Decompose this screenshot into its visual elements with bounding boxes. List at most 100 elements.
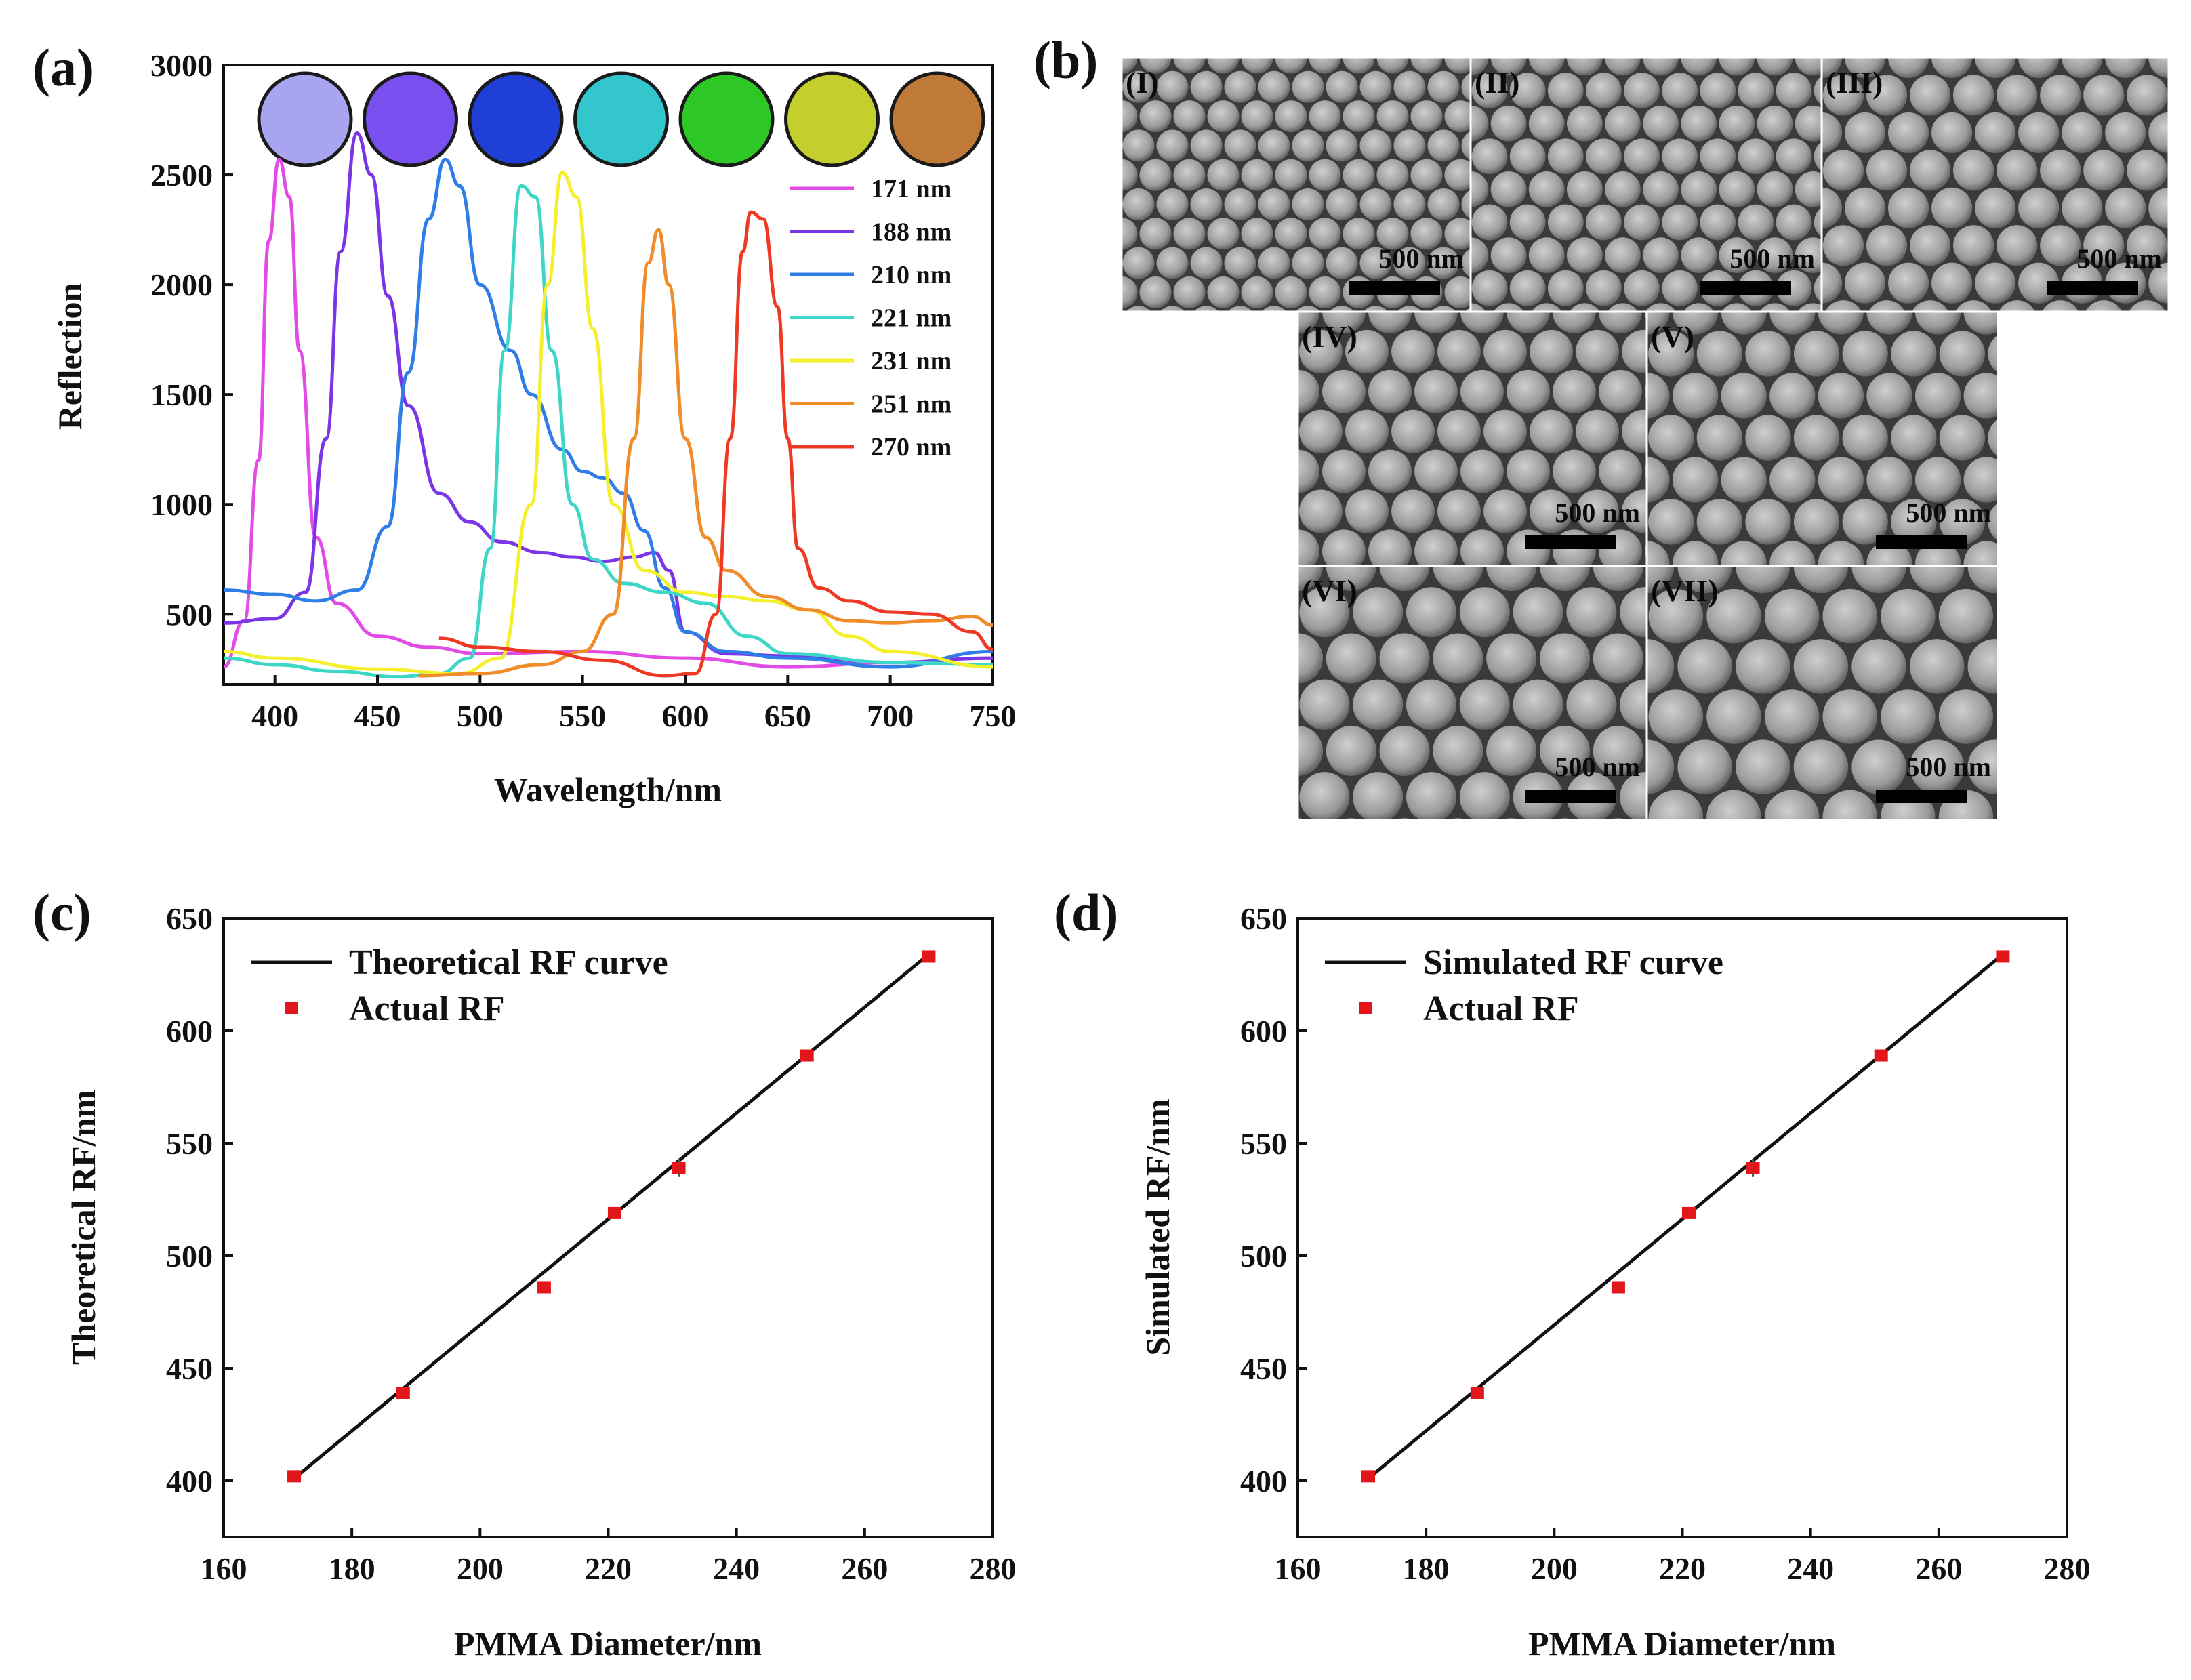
- sem-sphere: [1719, 58, 1755, 76]
- sem-sphere: [1253, 410, 1296, 453]
- sem-sphere: [1376, 159, 1409, 191]
- sem-sphere: [1822, 790, 1877, 820]
- sem-sphere: [1793, 566, 1849, 594]
- sem-sphere: [1275, 159, 1307, 191]
- sem-sphere: [1156, 247, 1189, 279]
- legend-label: Theoretical RF curve: [349, 943, 668, 982]
- sem-sphere: [1427, 247, 1460, 279]
- sem-sphere: [1459, 679, 1510, 730]
- sem-sphere: [1427, 188, 1460, 220]
- sem-sphere: [1745, 331, 1791, 377]
- x-tick-label: 600: [662, 699, 709, 733]
- sem-sphere: [1887, 58, 1929, 79]
- sem-spheres: [1780, 0, 2169, 312]
- sem-sphere: [1868, 300, 1906, 312]
- sem-sphere: [1406, 587, 1457, 638]
- sem-sphere: [1258, 188, 1290, 220]
- sem-sphere: [2018, 58, 2060, 79]
- spectrum-line-251-nm: [418, 228, 993, 678]
- data-point: [672, 1162, 686, 1174]
- sem-sphere: [1530, 409, 1573, 453]
- sem-sphere: [1593, 566, 1643, 592]
- sem-sphere: [1241, 100, 1273, 133]
- sem-sphere: [1738, 138, 1774, 175]
- sem-sphere: [1246, 680, 1296, 730]
- sem-sphere: [1721, 457, 1767, 503]
- sem-sphere: [1599, 449, 1642, 493]
- sem-sphere: [1672, 457, 1719, 503]
- sem-sphere: [1490, 105, 1527, 142]
- y-tick-label: 500: [1240, 1239, 1287, 1273]
- y-tick-label: 400: [166, 1464, 213, 1498]
- sem-sphere: [1089, 188, 1121, 220]
- sem-sphere: [1953, 150, 1994, 191]
- sem-sphere: [1261, 306, 1287, 312]
- sem-sphere: [1975, 187, 2016, 228]
- sem-image-grid: (I) 500 nm (II) 500 nm (III) 500 nm (IV) 500 nm…: [1072, 0, 2170, 895]
- sem-sphere: [1795, 58, 1822, 76]
- panel-d-y-title: Simulated RF/nm: [1139, 1099, 1176, 1355]
- sem-sphere: [1414, 312, 1458, 333]
- sem-scale-text: 500 nm: [1729, 243, 1815, 274]
- sem-sphere: [1275, 58, 1307, 74]
- sem-image: (VII) 500 nm: [1561, 539, 2081, 895]
- x-tick-label: 650: [764, 699, 811, 733]
- sem-sphere: [1706, 689, 1761, 744]
- sem-sphere: [1997, 709, 1998, 724]
- sem-sphere: [1329, 306, 1355, 312]
- sem-sphere: [1553, 369, 1596, 413]
- spectrum-line-210-nm: [224, 157, 993, 669]
- data-point: [1746, 1162, 1760, 1174]
- sem-sphere: [1173, 58, 1206, 74]
- sem-sphere: [1769, 541, 1816, 566]
- sem-sphere: [1471, 270, 1508, 306]
- sem-image: (VI) 500 nm: [1246, 565, 1648, 821]
- sem-sphere: [1780, 0, 1820, 41]
- sem-sphere: [1609, 818, 1628, 820]
- color-photo-swatch: [678, 71, 775, 167]
- sem-sphere: [1745, 499, 1791, 545]
- sem-sphere: [1309, 100, 1341, 133]
- sem-sphere: [1797, 303, 1822, 312]
- sem-sphere: [2040, 150, 2081, 191]
- sem-sphere: [1444, 218, 1471, 250]
- y-tick-label: 3000: [150, 48, 213, 83]
- color-photo-swatch: [573, 71, 669, 167]
- sem-sphere: [1677, 566, 1732, 594]
- sem-sphere: [1814, 142, 1822, 171]
- x-tick-label: 400: [251, 699, 298, 733]
- sem-sphere: [1866, 150, 1908, 191]
- sem-sphere: [1343, 159, 1375, 191]
- sem-sphere: [2083, 225, 2125, 266]
- sem-sphere: [1569, 303, 1600, 312]
- sem-sphere: [1326, 12, 1358, 44]
- sem-sphere: [1496, 12, 1528, 44]
- y-tick-label: 550: [1240, 1126, 1287, 1161]
- panel-d-plot: 160 180 200 220 240 260 280 400 450 500 550 600 650 S…: [1240, 901, 2091, 1586]
- sem-sphere: [1156, 188, 1189, 220]
- sem-sphere: [1566, 587, 1617, 638]
- sem-sphere: [1326, 247, 1358, 279]
- x-tick-label: 180: [1403, 1551, 1450, 1586]
- sem-sphere: [1292, 247, 1324, 279]
- sem-sphere: [1851, 566, 1906, 594]
- sem-sphere: [1295, 306, 1321, 312]
- sem-sphere: [1887, 262, 1929, 304]
- sem-sphere: [1490, 237, 1527, 273]
- panel-c-y-title: Theoretical RF/nm: [64, 1090, 102, 1365]
- sem-sphere: [1822, 225, 1864, 266]
- sem-sphere: [2148, 262, 2169, 304]
- sem-sphere: [1072, 100, 1104, 132]
- sem-sphere: [2026, 539, 2081, 594]
- panel-c-plot: 160 180 200 220 240 260 280 400 450 500 550 600 650 T…: [166, 901, 1017, 1586]
- sem-sphere: [1648, 331, 1694, 377]
- sem-sphere: [1988, 503, 1998, 541]
- sem-sphere: [1393, 188, 1426, 220]
- sem-sphere: [1561, 840, 1616, 895]
- sem-scale-bar: [1525, 790, 1616, 803]
- x-tick-label: 280: [2044, 1551, 2091, 1586]
- sem-sphere: [1173, 159, 1206, 191]
- sem-sphere: [1696, 331, 1743, 377]
- sem-sphere: [1299, 489, 1343, 533]
- panel-a-x-title: Wavelength/nm: [494, 771, 722, 808]
